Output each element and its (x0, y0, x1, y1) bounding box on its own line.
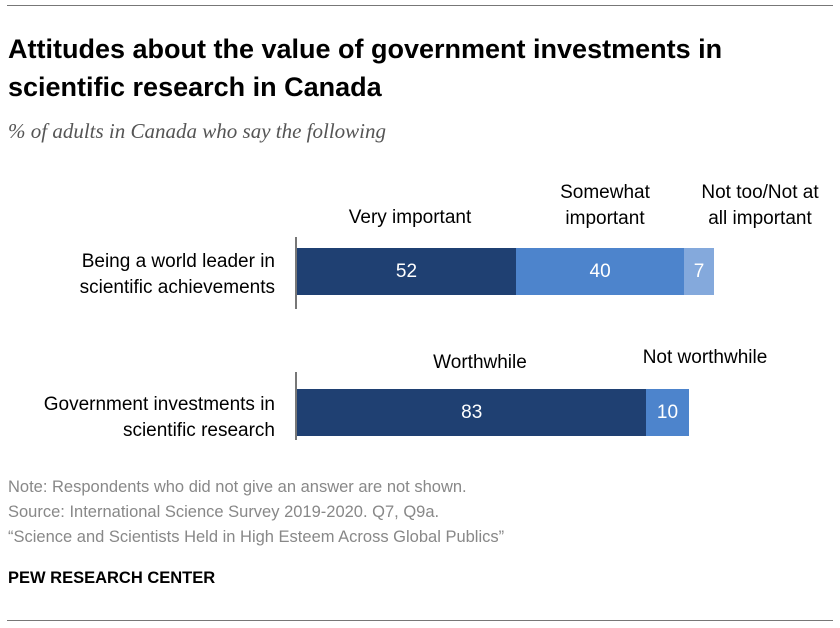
data-label: 83 (461, 401, 483, 423)
data-label: 52 (395, 260, 418, 282)
note: Note: Respondents who did not give an an… (8, 478, 467, 496)
top-rule (7, 5, 833, 6)
category-label: Government investments in scientific res… (43, 394, 275, 441)
bottom-rule (7, 620, 833, 621)
data-label: 40 (589, 260, 611, 282)
segment-header: Very important (348, 207, 472, 228)
bar-segment: 7 (684, 248, 714, 295)
bar-segment: 52 (297, 248, 516, 295)
segment-header: Not worthwhile (642, 347, 768, 368)
category-label: Being a world leader in scientific achie… (79, 251, 275, 298)
segment-header: Not too/Not at all important (701, 182, 819, 229)
data-label: 7 (693, 260, 705, 282)
report-title: “Science and Scientists Held in High Est… (8, 528, 505, 546)
data-label: 10 (656, 401, 679, 423)
brand-label: PEW RESEARCH CENTER (8, 569, 216, 587)
bar-segment: 10 (646, 389, 689, 436)
chart-subtitle: % of adults in Canada who say the follow… (8, 119, 387, 143)
chart-title: Attitudes about the value of government … (8, 34, 723, 102)
source: Source: International Science Survey 201… (8, 503, 440, 521)
bar-segment: 83 (297, 389, 647, 436)
segment-header: Worthwhile (433, 352, 527, 373)
segment-header: Somewhat important (560, 182, 650, 229)
axis-line (295, 372, 297, 440)
axis-line (295, 237, 297, 309)
bar-segment: 40 (515, 248, 685, 295)
